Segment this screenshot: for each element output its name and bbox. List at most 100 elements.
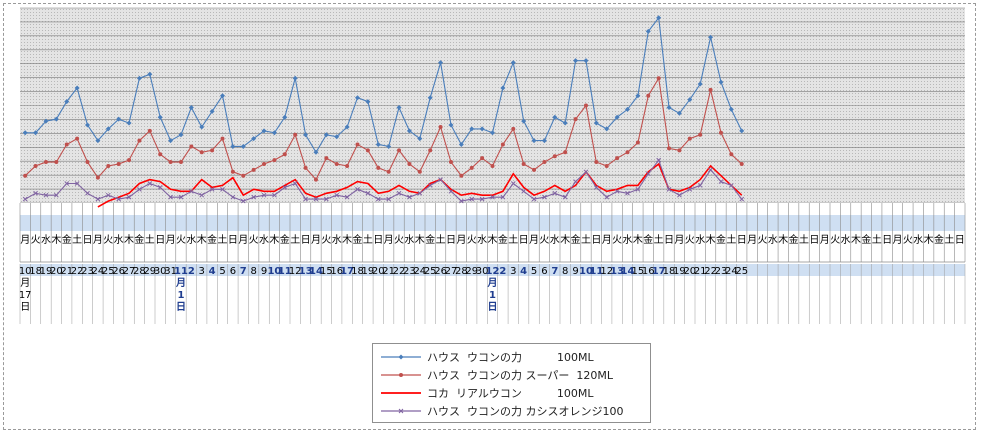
data-point-house-ukon-cassis [666,186,672,192]
data-point-house-ukon-super [282,152,287,157]
legend-marker [398,354,404,360]
data-point-house-ukon-super [116,162,121,166]
date-tick-label: 20 [50,266,63,277]
data-point-house-ukon-cassis [240,198,246,204]
data-point-house-ukon-super [573,117,578,122]
weekday-tick-label: 木 [197,234,207,246]
data-point-house-ukon-super [147,128,152,133]
data-point-house-ukon-super [313,177,318,182]
data-point-house-ukon-cassis [209,186,215,192]
data-point-house-ukon-cassis [500,194,506,200]
data-point-house-ukon-cassis [573,179,578,184]
data-point-house-ukon-cassis [593,185,599,190]
date-tick-label: 29 [143,266,156,277]
data-point-house-ukon-super [189,144,194,149]
data-point-house-ukon [500,85,506,91]
date-tick-label: 2 [499,266,506,277]
data-point-house-ukon-super [428,148,433,153]
data-point-house-ukon-super [625,150,630,155]
weekday-tick-label: 火 [758,234,768,246]
date-tick-label: 11 [589,266,603,277]
data-point-house-ukon-super [532,167,537,172]
weekday-tick-label: 木 [778,234,788,246]
date-tick-label: 4 [520,266,527,277]
data-point-house-ukon-cassis [739,196,745,202]
data-point-house-ukon-super [75,136,80,141]
weekday-tick-label: 日 [882,235,892,246]
weekday-tick-label: 日 [228,235,238,246]
weekday-tick-label: 水 [768,234,778,246]
date-tick-label: 29 [465,266,478,277]
weekday-tick-label: 木 [342,234,352,246]
data-point-house-ukon [188,104,194,110]
data-point-house-ukon [147,71,153,77]
data-point-house-ukon [209,108,215,114]
data-point-house-ukon-super [594,160,599,165]
data-point-house-ukon-cassis [614,188,620,194]
weekday-tick-label: 土 [72,233,82,246]
date-tick-label: 26 [434,266,447,277]
weekday-tick-label: 金 [207,233,217,246]
weekday-tick-label: 木 [924,234,934,246]
data-point-house-ukon [438,60,444,66]
data-point-house-ukon [573,58,579,64]
data-point-house-ukon-super [137,138,142,143]
weekday-tick-label: 水 [41,234,51,246]
data-point-house-ukon-super [355,142,360,147]
data-point-house-ukon [74,85,80,91]
data-point-house-ukon [344,124,350,130]
date-tick-label: 6 [541,266,547,277]
data-point-house-ukon-cassis [313,196,319,202]
date-band [20,264,965,276]
date-tick-label: 22 [393,266,406,277]
data-point-house-ukon-cassis [147,181,153,186]
legend-swatch-coca-real-ukon [381,392,421,394]
data-point-house-ukon-super [604,163,609,168]
data-point-house-ukon-cassis [375,196,381,202]
weekday-tick-label: 水 [404,234,414,246]
data-point-house-ukon-cassis [656,157,662,163]
weekday-tick-label: 火 [830,234,840,246]
data-point-house-ukon [355,95,360,101]
date-tick-label: 23 [403,266,416,277]
weekday-tick-label: 日 [373,235,383,246]
legend-item-house-ukon-super: ハウス ウコンの力 スーパー 120ML [373,366,650,384]
data-point-house-ukon [375,142,381,147]
date-tick-label: 11 月 1 日 [174,266,188,313]
data-point-house-ukon-cassis [292,181,298,186]
data-point-house-ukon-cassis [323,196,329,202]
weekday-tick-label: 木 [415,234,425,246]
weekday-tick-label: 火 [394,234,404,246]
data-point-house-ukon-super [490,163,495,168]
data-point-house-ukon-super [23,173,28,178]
weekday-tick-label: 火 [685,234,695,246]
data-point-house-ukon-cassis [407,194,412,200]
date-tick-label: 23 [81,266,94,277]
date-tick-label: 30 [476,266,489,277]
weekday-tick-label: 火 [321,234,331,246]
date-tick-label: 24 [413,266,426,277]
date-tick-label: 3 [510,266,516,277]
data-point-house-ukon-cassis [282,185,288,190]
data-point-house-ukon-cassis [510,181,516,186]
date-tick-label: 24 [725,266,738,277]
weekday-tick-label: 月 [674,234,684,246]
legend-marker [399,373,403,377]
data-point-house-ukon-super [511,126,516,131]
data-point-house-ukon-super [739,162,744,166]
data-point-house-ukon-cassis [22,196,28,202]
data-point-house-ukon-super [677,148,682,153]
date-tick-label: 27 [123,266,136,277]
data-point-house-ukon [365,99,371,105]
weekday-tick-label: 土 [145,233,155,246]
data-point-house-ukon [396,104,402,110]
data-point-house-ukon-super [417,169,422,174]
axis-band-blue [20,215,965,231]
data-point-house-ukon-super [106,163,111,168]
data-point-house-ukon-cassis [64,181,70,186]
data-point-house-ukon-cassis [708,167,713,173]
data-point-house-ukon-cassis [74,181,80,186]
date-tick-label: 17 [652,266,666,277]
data-point-house-ukon-cassis [188,188,194,194]
data-point-house-ukon-cassis [168,194,173,200]
